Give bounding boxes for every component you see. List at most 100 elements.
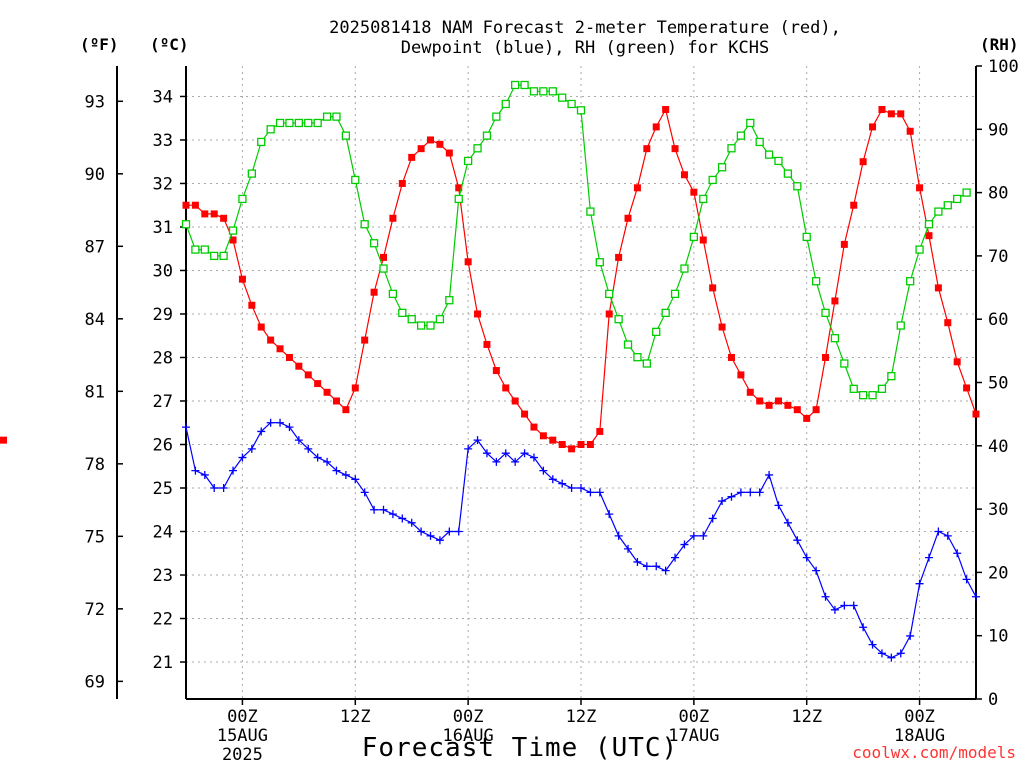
rh-point [200,245,209,254]
rh-point [934,207,943,216]
temperature-point [464,258,472,266]
rh-point [219,251,228,261]
dewpoint-point [605,510,614,519]
rh-point [322,112,332,121]
dewpoint-point [229,466,238,475]
temperature-point [521,410,529,418]
temperature-point [925,232,933,240]
rh-tick-label: 50 [988,374,1008,394]
rh-point [445,296,454,305]
rh-point [699,194,708,204]
chart-title-line2: Dewpoint (blue), RH (green) for KCHS [400,38,770,58]
rh-point [764,150,774,159]
dewpoint-point [906,631,915,640]
dewpoint-point [182,423,190,432]
rh-point [670,289,680,299]
rh-point [605,289,614,299]
fahrenheit-tick-label: 87 [85,237,105,257]
temperature-point [765,401,773,409]
rh-tick-label: 20 [988,563,1008,583]
dewpoint-point [661,566,670,575]
celsius-tick-label: 24 [153,523,173,543]
fahrenheit-tick-label: 78 [85,455,105,475]
celsius-tick-label: 28 [153,348,173,368]
rh-point [586,207,595,216]
rh-point [595,258,604,267]
rh-point [426,321,435,330]
rh-point [529,87,539,96]
rh-tick-label: 90 [988,120,1008,140]
rh-point [285,118,294,128]
rh-point [341,131,351,140]
temperature-point [568,445,576,453]
temperature-point [380,253,387,261]
dewpoint-point [924,553,933,562]
dewpoint-point [210,484,219,492]
dewpoint-point [304,444,313,453]
rh-point [379,264,388,273]
temperature-point [727,353,735,361]
rh-point [868,391,877,400]
dewpoint-point [520,449,529,458]
rh-unit-label: (RH) [980,35,1019,54]
temperature-point [511,397,519,405]
fahrenheit-tick-label: 75 [85,527,105,547]
temperature-point [182,201,190,209]
temperature-point [709,284,717,292]
temperature-point [972,410,980,418]
rh-tick-label: 0 [988,690,998,710]
rh-point [774,156,783,166]
temperature-point [210,210,218,218]
rh-point [257,137,266,147]
temperature-point [238,275,246,283]
temperature-point [201,210,209,218]
dewpoint-point [755,488,764,497]
dewpoint-point [191,466,200,475]
dewpoint-point [464,444,473,453]
temperature-point [869,123,877,131]
dewpoint-point [783,518,792,527]
temperature-point [643,145,651,153]
rh-point [548,87,557,96]
dewpoint-point [238,453,247,462]
rh-point [576,106,586,115]
dewpoint-point [407,518,416,527]
rh-point [501,99,510,109]
rh-point [623,340,633,349]
rh-point [811,277,821,286]
rh-point [896,321,905,330]
dewpoint-point [558,479,567,488]
temperature-point [605,310,613,318]
rh-point [191,245,200,254]
temperature-point [793,406,801,414]
dewpoint-point [332,466,341,475]
temperature-point [323,388,331,396]
x-tick-date-label: 18AUG [894,726,945,746]
dewpoint-point [765,470,774,479]
temperature-point [361,336,369,344]
rh-point [266,125,275,134]
dewpoint-point [821,592,830,601]
temperature-point [812,406,820,414]
temperature-point [718,323,726,331]
dewpoint-point [341,470,350,479]
celsius-unit-label: (ºC) [150,35,189,54]
rh-point [181,220,191,229]
rh-point [746,118,755,128]
rh-point [840,359,849,368]
temperature-point [963,384,971,392]
rh-point [416,321,426,330]
rh-point [539,87,548,96]
rh-point [793,182,802,191]
rh-point [736,131,746,140]
rh-point [332,112,341,121]
x-tick-label: 00Z [453,707,484,727]
dewpoint-point [247,444,256,453]
dewpoint-point [718,497,727,506]
dewpoint-point [624,544,633,553]
rh-point [238,194,247,204]
rh-point [520,80,529,90]
dewpoint-point [323,457,332,466]
rh-tick-label: 100 [988,57,1019,77]
dewpoint-point [379,505,388,514]
